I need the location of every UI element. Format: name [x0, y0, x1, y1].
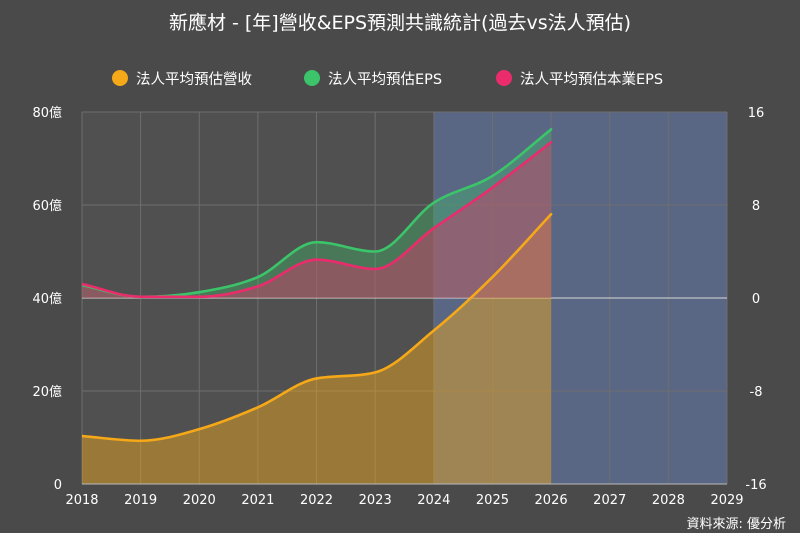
x-tick-label: 2021 — [241, 493, 274, 508]
right-tick-label: -8 — [750, 385, 763, 400]
x-tick-label: 2019 — [124, 493, 157, 508]
series-line-0 — [82, 213, 553, 443]
right-tick-label: 8 — [752, 199, 760, 214]
left-y-axis: 0 20億 40億 60億 80億 — [32, 105, 62, 493]
left-tick-label: 60億 — [32, 198, 62, 214]
right-tick-label: 16 — [748, 106, 765, 121]
right-tick-label: -16 — [745, 478, 766, 493]
series-lines — [82, 128, 553, 443]
legend-marker — [304, 70, 320, 86]
legend-label: 法人平均預估EPS — [328, 71, 442, 88]
x-tick-label: 2026 — [535, 493, 568, 508]
right-y-axis: -16 -8 0 8 16 — [745, 106, 766, 493]
x-tick-label: 2018 — [65, 493, 98, 508]
legend-marker — [496, 70, 512, 86]
right-tick-label: 0 — [752, 292, 760, 307]
x-tick-label: 2028 — [652, 493, 685, 508]
left-tick-label: 0 — [54, 478, 62, 493]
chart-title: 新應材 - [年]營收&EPS預測共識統計(過去vs法人預估) — [169, 11, 631, 34]
x-tick-label: 2023 — [359, 493, 392, 508]
left-tick-label: 40億 — [32, 291, 62, 307]
legend-label: 法人平均預估本業EPS — [520, 71, 663, 88]
source-note: 資料來源: 優分析 — [686, 517, 786, 532]
legend-marker — [112, 70, 128, 86]
left-tick-label: 80億 — [32, 105, 62, 121]
legend: 法人平均預估營收 法人平均預估EPS 法人平均預估本業EPS — [112, 70, 663, 88]
series-line-2 — [82, 140, 553, 299]
left-tick-label: 20億 — [32, 384, 62, 400]
series-area-2 — [82, 142, 552, 298]
legend-label: 法人平均預估營收 — [136, 71, 252, 88]
x-tick-label: 2027 — [593, 493, 626, 508]
x-tick-label: 2025 — [476, 493, 509, 508]
x-tick-label: 2020 — [183, 493, 216, 508]
series-areas — [82, 129, 552, 484]
series-area-0 — [82, 214, 552, 484]
x-tick-label: 2022 — [300, 493, 333, 508]
x-tick-label: 2029 — [710, 493, 743, 508]
x-axis: 2018 2019 2020 2021 2022 2023 2024 2025 2026 2027… — [65, 493, 743, 508]
x-tick-label: 2024 — [417, 493, 450, 508]
series-area-1 — [82, 129, 552, 298]
